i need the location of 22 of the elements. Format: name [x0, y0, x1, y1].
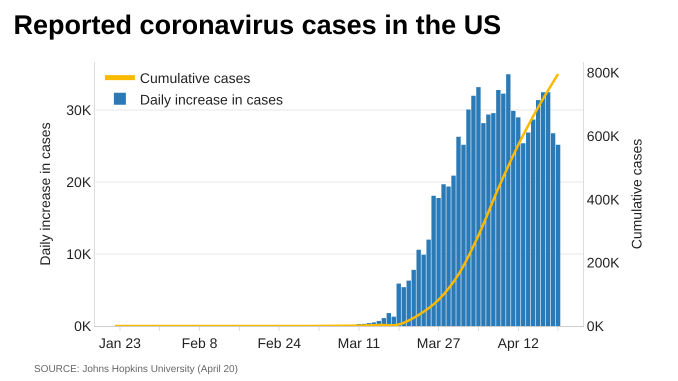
x-tick-label: Mar 11: [338, 334, 380, 351]
y2-tick-label: 400K: [586, 191, 620, 208]
x-tick-label: Feb 24: [257, 334, 302, 351]
legend-label: Daily increase in cases: [140, 91, 284, 108]
y-tick-label: 30K: [66, 102, 92, 118]
y2-tick-label: 800K: [586, 64, 620, 81]
chart-title: Reported coronavirus cases in the US: [14, 10, 502, 40]
y-tick-label: 20K: [66, 174, 92, 190]
x-tick-label: Feb 8: [182, 334, 218, 351]
y-tick-label: 0K: [74, 318, 92, 334]
x-tick-label: Apr 12: [498, 334, 540, 351]
line-series: [114, 72, 560, 326]
legend-label: Cumulative cases: [140, 70, 250, 86]
y2-tick-label: 600K: [586, 128, 620, 144]
y-tick-label: 10K: [66, 246, 92, 262]
y-axis-title: Daily increase in cases: [36, 122, 53, 266]
source-note: SOURCE: Johns Hopkins University (April 20): [34, 364, 238, 375]
y2-tick-label: 200K: [586, 254, 620, 271]
x-tick-label: Mar 27: [416, 334, 461, 351]
y2-axis-title: Cumulative cases: [628, 138, 644, 250]
y2-tick-label: 0K: [586, 318, 605, 334]
x-tick-label: Jan 23: [98, 334, 142, 351]
